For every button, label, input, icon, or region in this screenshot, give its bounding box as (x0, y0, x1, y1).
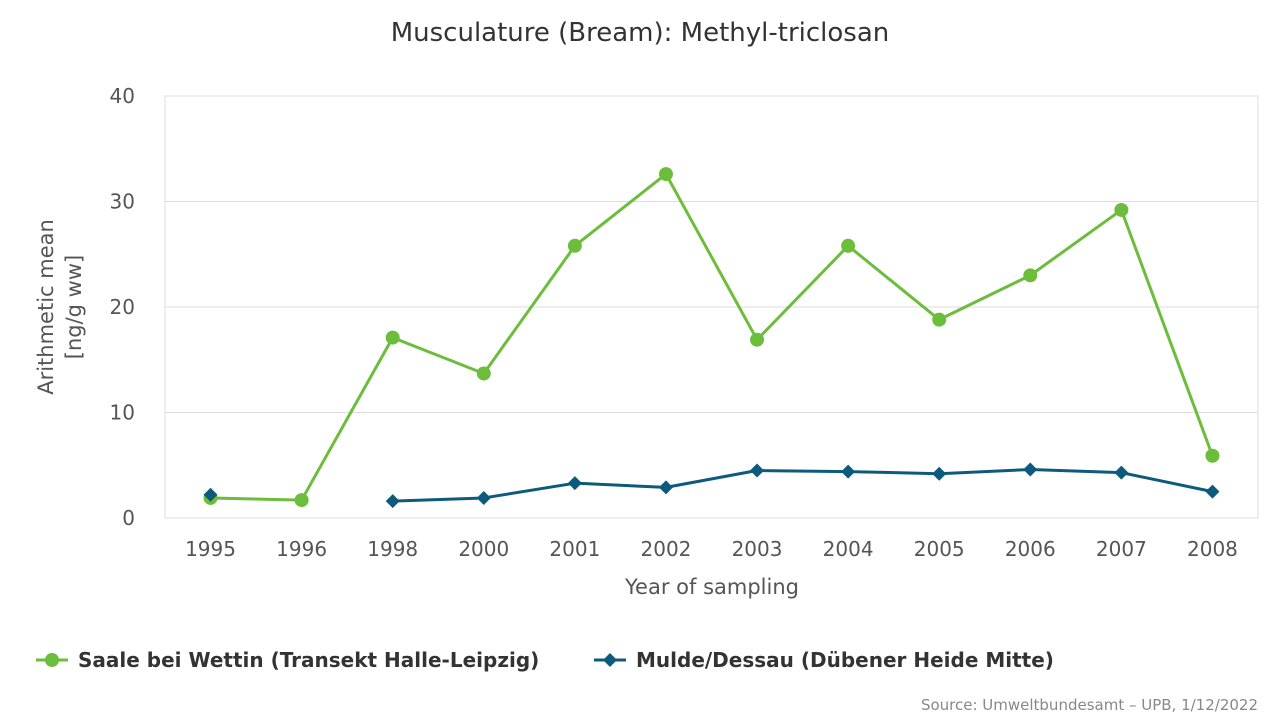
series-line-1-1 (392, 467, 1213, 503)
series-1 (203, 462, 1220, 509)
x-tick-label: 2007 (1096, 537, 1147, 561)
chart-title: Musculature (Bream): Methyl-triclosan (391, 18, 890, 48)
series-0 (203, 167, 1220, 508)
data-point[interactable] (1205, 484, 1220, 499)
legend-label-mulde: Mulde/Dessau (Dübener Heide Mitte) (636, 648, 1054, 672)
data-point[interactable] (567, 238, 582, 253)
x-tick-label: 1995 (185, 537, 236, 561)
data-point[interactable] (1114, 202, 1129, 217)
data-point[interactable] (750, 332, 765, 347)
data-point[interactable] (932, 312, 947, 327)
plot-area (164, 95, 1259, 519)
y-tick-label: 20 (110, 295, 135, 319)
source-credit[interactable]: Source: Umweltbundesamt – UPB, 1/12/2022 (921, 696, 1258, 714)
y-tick-label: 0 (122, 506, 135, 530)
legend-label-saale: Saale bei Wettin (Transekt Halle-Leipzig… (78, 648, 539, 672)
x-axis-ticks: 1995 1996 1998 2000 2001 2002 2003 2004 2005 2006… (185, 537, 1238, 561)
x-tick-label: 2006 (1005, 537, 1056, 561)
data-point[interactable] (1205, 448, 1220, 463)
data-point[interactable] (476, 366, 491, 381)
y-axis-title-line-2: [ng/g ww] (62, 255, 86, 359)
data-point[interactable] (932, 466, 947, 481)
data-point[interactable] (658, 480, 673, 495)
series-line-0-0 (210, 172, 1214, 502)
y-tick-label: 10 (110, 401, 135, 425)
legend-marker-mulde (603, 653, 617, 667)
y-axis-ticks: 0 10 20 30 40 (110, 84, 135, 530)
x-tick-label: 2008 (1187, 537, 1238, 561)
x-tick-label: 2001 (549, 537, 600, 561)
data-point[interactable] (385, 330, 400, 345)
x-tick-label: 2000 (458, 537, 509, 561)
data-point[interactable] (658, 167, 673, 182)
data-point[interactable] (567, 476, 582, 491)
legend-item-mulde[interactable]: Mulde/Dessau (Dübener Heide Mitte) (594, 648, 1054, 672)
x-tick-label: 1996 (276, 537, 327, 561)
data-point[interactable] (1023, 462, 1038, 477)
y-axis-title-line-1: Arithmetic mean (34, 219, 58, 395)
y-axis-title: Arithmetic mean [ng/g ww] (34, 219, 86, 395)
data-point[interactable] (750, 463, 765, 478)
legend-item-saale[interactable]: Saale bei Wettin (Transekt Halle-Leipzig… (36, 648, 539, 672)
legend: Saale bei Wettin (Transekt Halle-Leipzig… (36, 648, 1054, 672)
data-point[interactable] (294, 493, 309, 508)
data-point[interactable] (1023, 268, 1038, 283)
data-point[interactable] (385, 494, 400, 509)
y-tick-label: 40 (110, 84, 135, 108)
x-axis-title: Year of sampling (624, 575, 799, 599)
x-tick-label: 2004 (823, 537, 874, 561)
data-point[interactable] (476, 490, 491, 505)
data-point[interactable] (841, 464, 856, 479)
x-tick-label: 1998 (367, 537, 418, 561)
x-tick-label: 2003 (732, 537, 783, 561)
data-point[interactable] (841, 238, 856, 253)
legend-marker-saale (45, 653, 59, 667)
x-tick-label: 2005 (914, 537, 965, 561)
y-tick-label: 30 (110, 190, 135, 214)
series (203, 167, 1220, 509)
data-point[interactable] (203, 487, 218, 502)
data-point[interactable] (1114, 465, 1129, 480)
x-tick-label: 2002 (641, 537, 692, 561)
grid (164, 95, 1259, 519)
